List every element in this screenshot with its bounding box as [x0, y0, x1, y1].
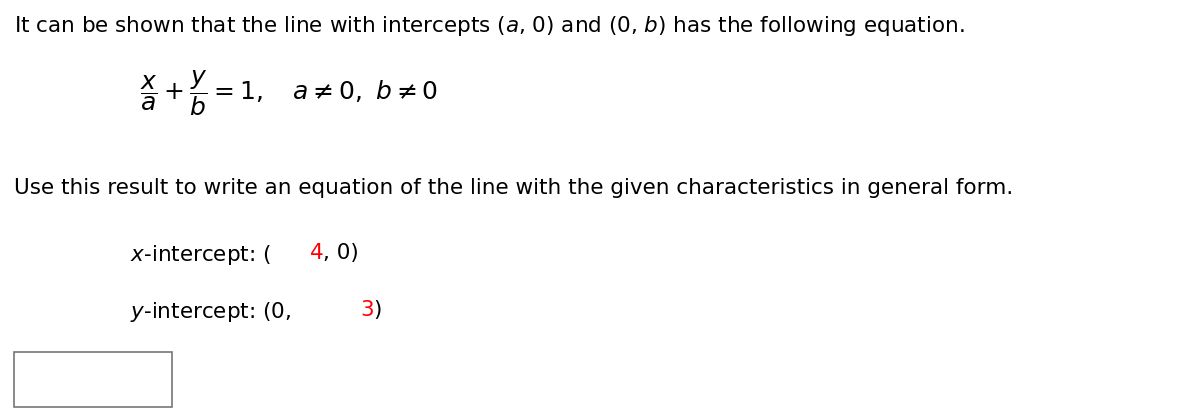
Text: 3: 3: [360, 300, 373, 320]
Bar: [14, 352, 172, 407]
Text: ): ): [373, 300, 382, 320]
Text: 4: 4: [310, 243, 324, 263]
Text: $\dfrac{x}{a} + \dfrac{y}{b} = 1, \quad a \neq 0,\ b \neq 0$: $\dfrac{x}{a} + \dfrac{y}{b} = 1, \quad …: [140, 68, 438, 118]
Text: $y$-intercept: (0,: $y$-intercept: (0,: [130, 300, 293, 324]
Text: $x$-intercept: (: $x$-intercept: (: [130, 243, 271, 267]
Text: , 0): , 0): [323, 243, 359, 263]
Text: Use this result to write an equation of the line with the given characteristics : Use this result to write an equation of …: [14, 178, 1013, 198]
Text: It can be shown that the line with intercepts ($a$, 0) and (0, $b$) has the foll: It can be shown that the line with inter…: [14, 14, 965, 38]
